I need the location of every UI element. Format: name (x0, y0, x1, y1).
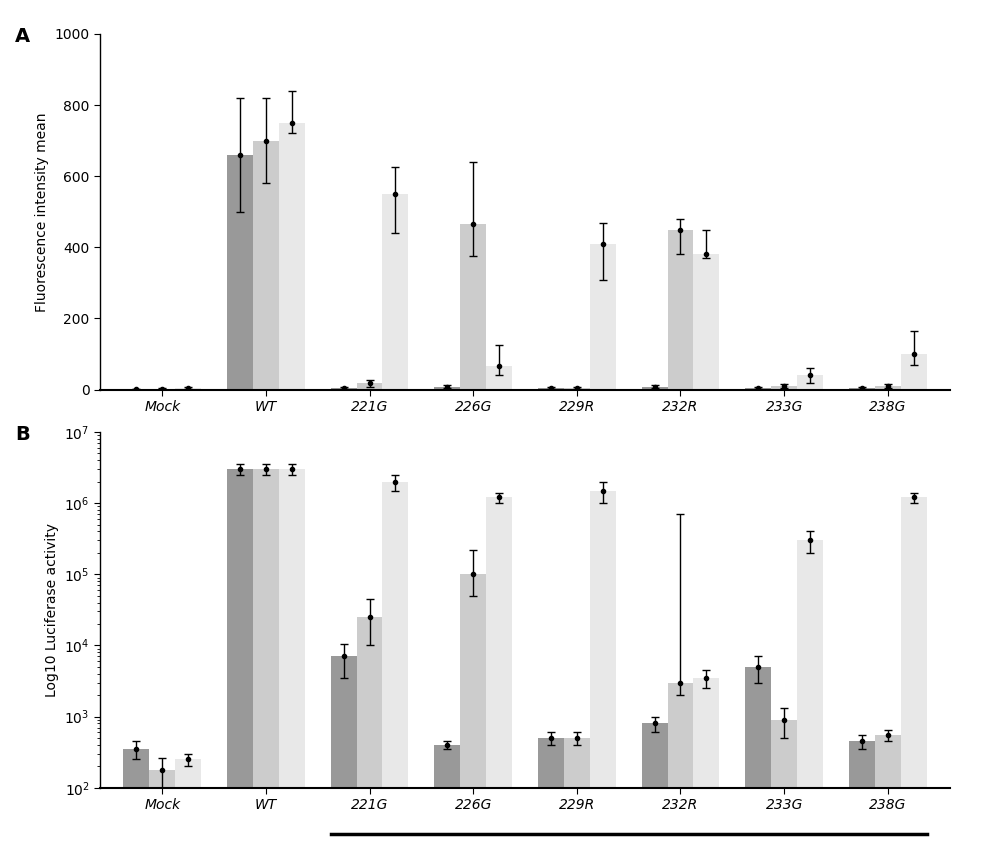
Bar (434, 387, 460, 390)
Bar (357, 617, 382, 847)
Bar (382, 482, 408, 847)
Bar (875, 735, 901, 847)
Bar (279, 123, 305, 390)
Bar (875, 386, 901, 390)
Bar (253, 141, 279, 390)
Bar (901, 354, 927, 390)
Bar (175, 760, 201, 847)
Text: B: B (15, 425, 30, 444)
Bar (279, 469, 305, 847)
Bar (434, 745, 460, 847)
Text: Site mutation to TGA stop codon: Site mutation to TGA stop codon (515, 461, 742, 475)
Bar (382, 194, 408, 390)
Bar (175, 388, 201, 390)
Bar (590, 490, 616, 847)
Bar (227, 469, 253, 847)
Bar (745, 388, 771, 390)
Bar (590, 245, 616, 390)
Bar (849, 388, 875, 390)
Bar (460, 224, 486, 390)
Bar (642, 387, 668, 390)
Bar (849, 741, 875, 847)
Bar (123, 749, 149, 847)
Bar (668, 683, 693, 847)
Bar (771, 720, 797, 847)
Text: A: A (15, 27, 30, 46)
Bar (357, 383, 382, 390)
Bar (797, 375, 823, 390)
Bar (149, 389, 175, 390)
Bar (668, 230, 693, 390)
Bar (538, 738, 564, 847)
Bar (797, 540, 823, 847)
Bar (642, 723, 668, 847)
Bar (149, 770, 175, 847)
Y-axis label: Fluorescence intensity mean: Fluorescence intensity mean (35, 112, 49, 312)
Bar (486, 497, 512, 847)
Bar (460, 574, 486, 847)
Bar (693, 678, 719, 847)
Bar (564, 388, 590, 390)
Bar (331, 388, 357, 390)
Bar (901, 497, 927, 847)
Bar (486, 367, 512, 390)
Bar (331, 656, 357, 847)
Bar (227, 155, 253, 390)
Bar (564, 738, 590, 847)
Bar (693, 254, 719, 390)
Y-axis label: Log10 Luciferase activity: Log10 Luciferase activity (45, 523, 59, 697)
Bar (745, 667, 771, 847)
Bar (538, 388, 564, 390)
Bar (771, 386, 797, 390)
Bar (253, 469, 279, 847)
